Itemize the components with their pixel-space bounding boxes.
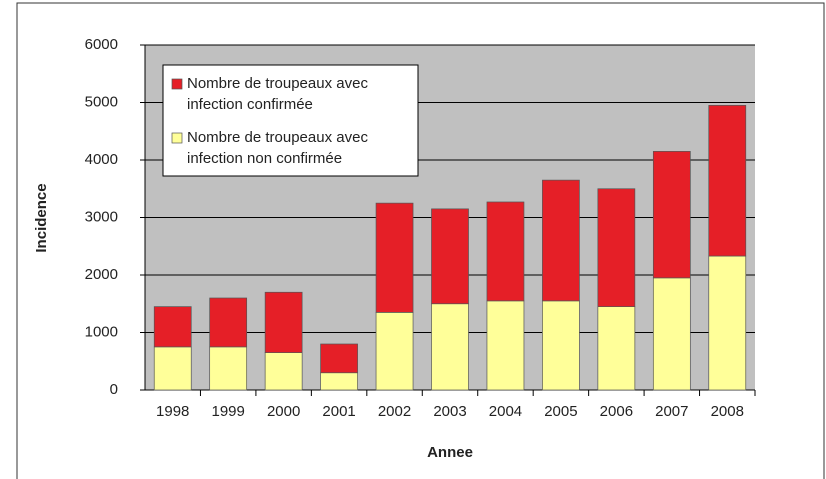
bar-segment (652, 277, 691, 391)
bar-segment (486, 201, 525, 302)
bar-segment (320, 343, 358, 374)
legend-swatch (171, 78, 183, 90)
x-tick-label: 2000 (267, 403, 300, 420)
bar-segment (153, 306, 192, 348)
x-tick-label: 1998 (156, 403, 189, 420)
bar-segment (486, 300, 525, 391)
x-tick-label: 2004 (489, 403, 522, 420)
x-tick-label: 2001 (322, 403, 355, 420)
y-tick-label: 4000 (85, 151, 118, 168)
legend-label: Nombre de troupeaux avec infection confir… (187, 75, 368, 113)
bar-segment (597, 306, 636, 391)
bar-segment (375, 312, 414, 391)
y-tick-label: 3000 (85, 208, 118, 225)
bar-segment (542, 179, 580, 302)
bar-segment (708, 105, 747, 257)
y-tick-label: 6000 (85, 36, 118, 53)
bar-segment (375, 202, 414, 313)
x-tick-label: 2003 (433, 403, 466, 420)
bar-segment (264, 352, 303, 391)
legend-swatch (171, 132, 183, 144)
bar-segment (320, 372, 358, 391)
y-tick-label: 1000 (85, 323, 118, 340)
bar-segment (708, 255, 747, 391)
bar-segment (209, 346, 248, 391)
x-tick-label: 2002 (378, 403, 411, 420)
frame (16, 2, 825, 479)
x-tick-label: 2008 (711, 403, 744, 420)
x-tick-label: 2007 (655, 403, 688, 420)
y-tick-label: 5000 (85, 93, 118, 110)
x-tick-label: 1999 (211, 403, 244, 420)
bar-segment (153, 346, 192, 391)
x-tick-label: 2005 (544, 403, 577, 420)
legend-label: Nombre de troupeaux avec infection non co… (187, 129, 368, 167)
x-axis-title: Annee (427, 444, 473, 461)
bar-segment (431, 303, 469, 391)
y-axis-title: Incidence (33, 183, 50, 252)
x-tick-label: 2006 (600, 403, 633, 420)
bar-segment (264, 291, 303, 353)
y-tick-label: 2000 (85, 266, 118, 283)
bar-segment (652, 151, 691, 279)
bar-segment (542, 300, 580, 391)
bar-segment (431, 208, 469, 305)
bar-segment (597, 188, 636, 307)
legend-box (162, 64, 419, 177)
bar-segment (209, 297, 248, 348)
y-tick-label: 0 (110, 381, 118, 398)
